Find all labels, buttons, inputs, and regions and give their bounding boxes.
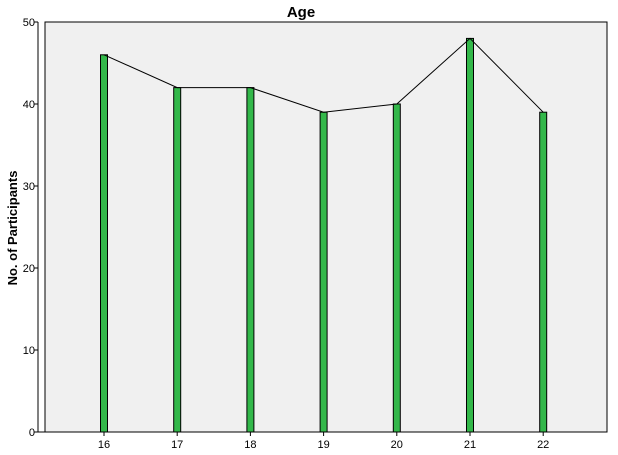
y-tick-label: 40 xyxy=(23,99,35,111)
bar-20 xyxy=(392,103,401,433)
chart-title: Age xyxy=(287,4,315,21)
x-tick-label: 22 xyxy=(537,439,549,451)
bar-18 xyxy=(246,87,255,433)
y-axis: 0 10 20 30 40 50 xyxy=(23,17,38,439)
bar-21 xyxy=(466,37,474,433)
y-tick-label: 30 xyxy=(23,181,35,193)
x-tick-label: 21 xyxy=(464,439,476,451)
y-tick-label: 10 xyxy=(23,345,35,357)
x-tick-label: 20 xyxy=(391,439,403,451)
bar-16 xyxy=(100,54,108,433)
x-tick-label: 16 xyxy=(98,439,110,451)
trend-line xyxy=(103,37,544,113)
bar-19 xyxy=(319,111,328,433)
x-tick-label: 18 xyxy=(244,439,256,451)
y-axis-label: No. of Participants xyxy=(5,171,20,286)
x-tick-label: 17 xyxy=(171,439,183,451)
x-axis: 16 17 18 19 20 21 22 xyxy=(98,432,549,451)
x-tick-label: 19 xyxy=(317,439,329,451)
y-tick-label: 0 xyxy=(29,427,35,439)
bar-22 xyxy=(539,111,548,433)
bar-17 xyxy=(173,87,182,433)
y-tick-label: 50 xyxy=(23,17,35,29)
y-tick-label: 20 xyxy=(23,263,35,275)
